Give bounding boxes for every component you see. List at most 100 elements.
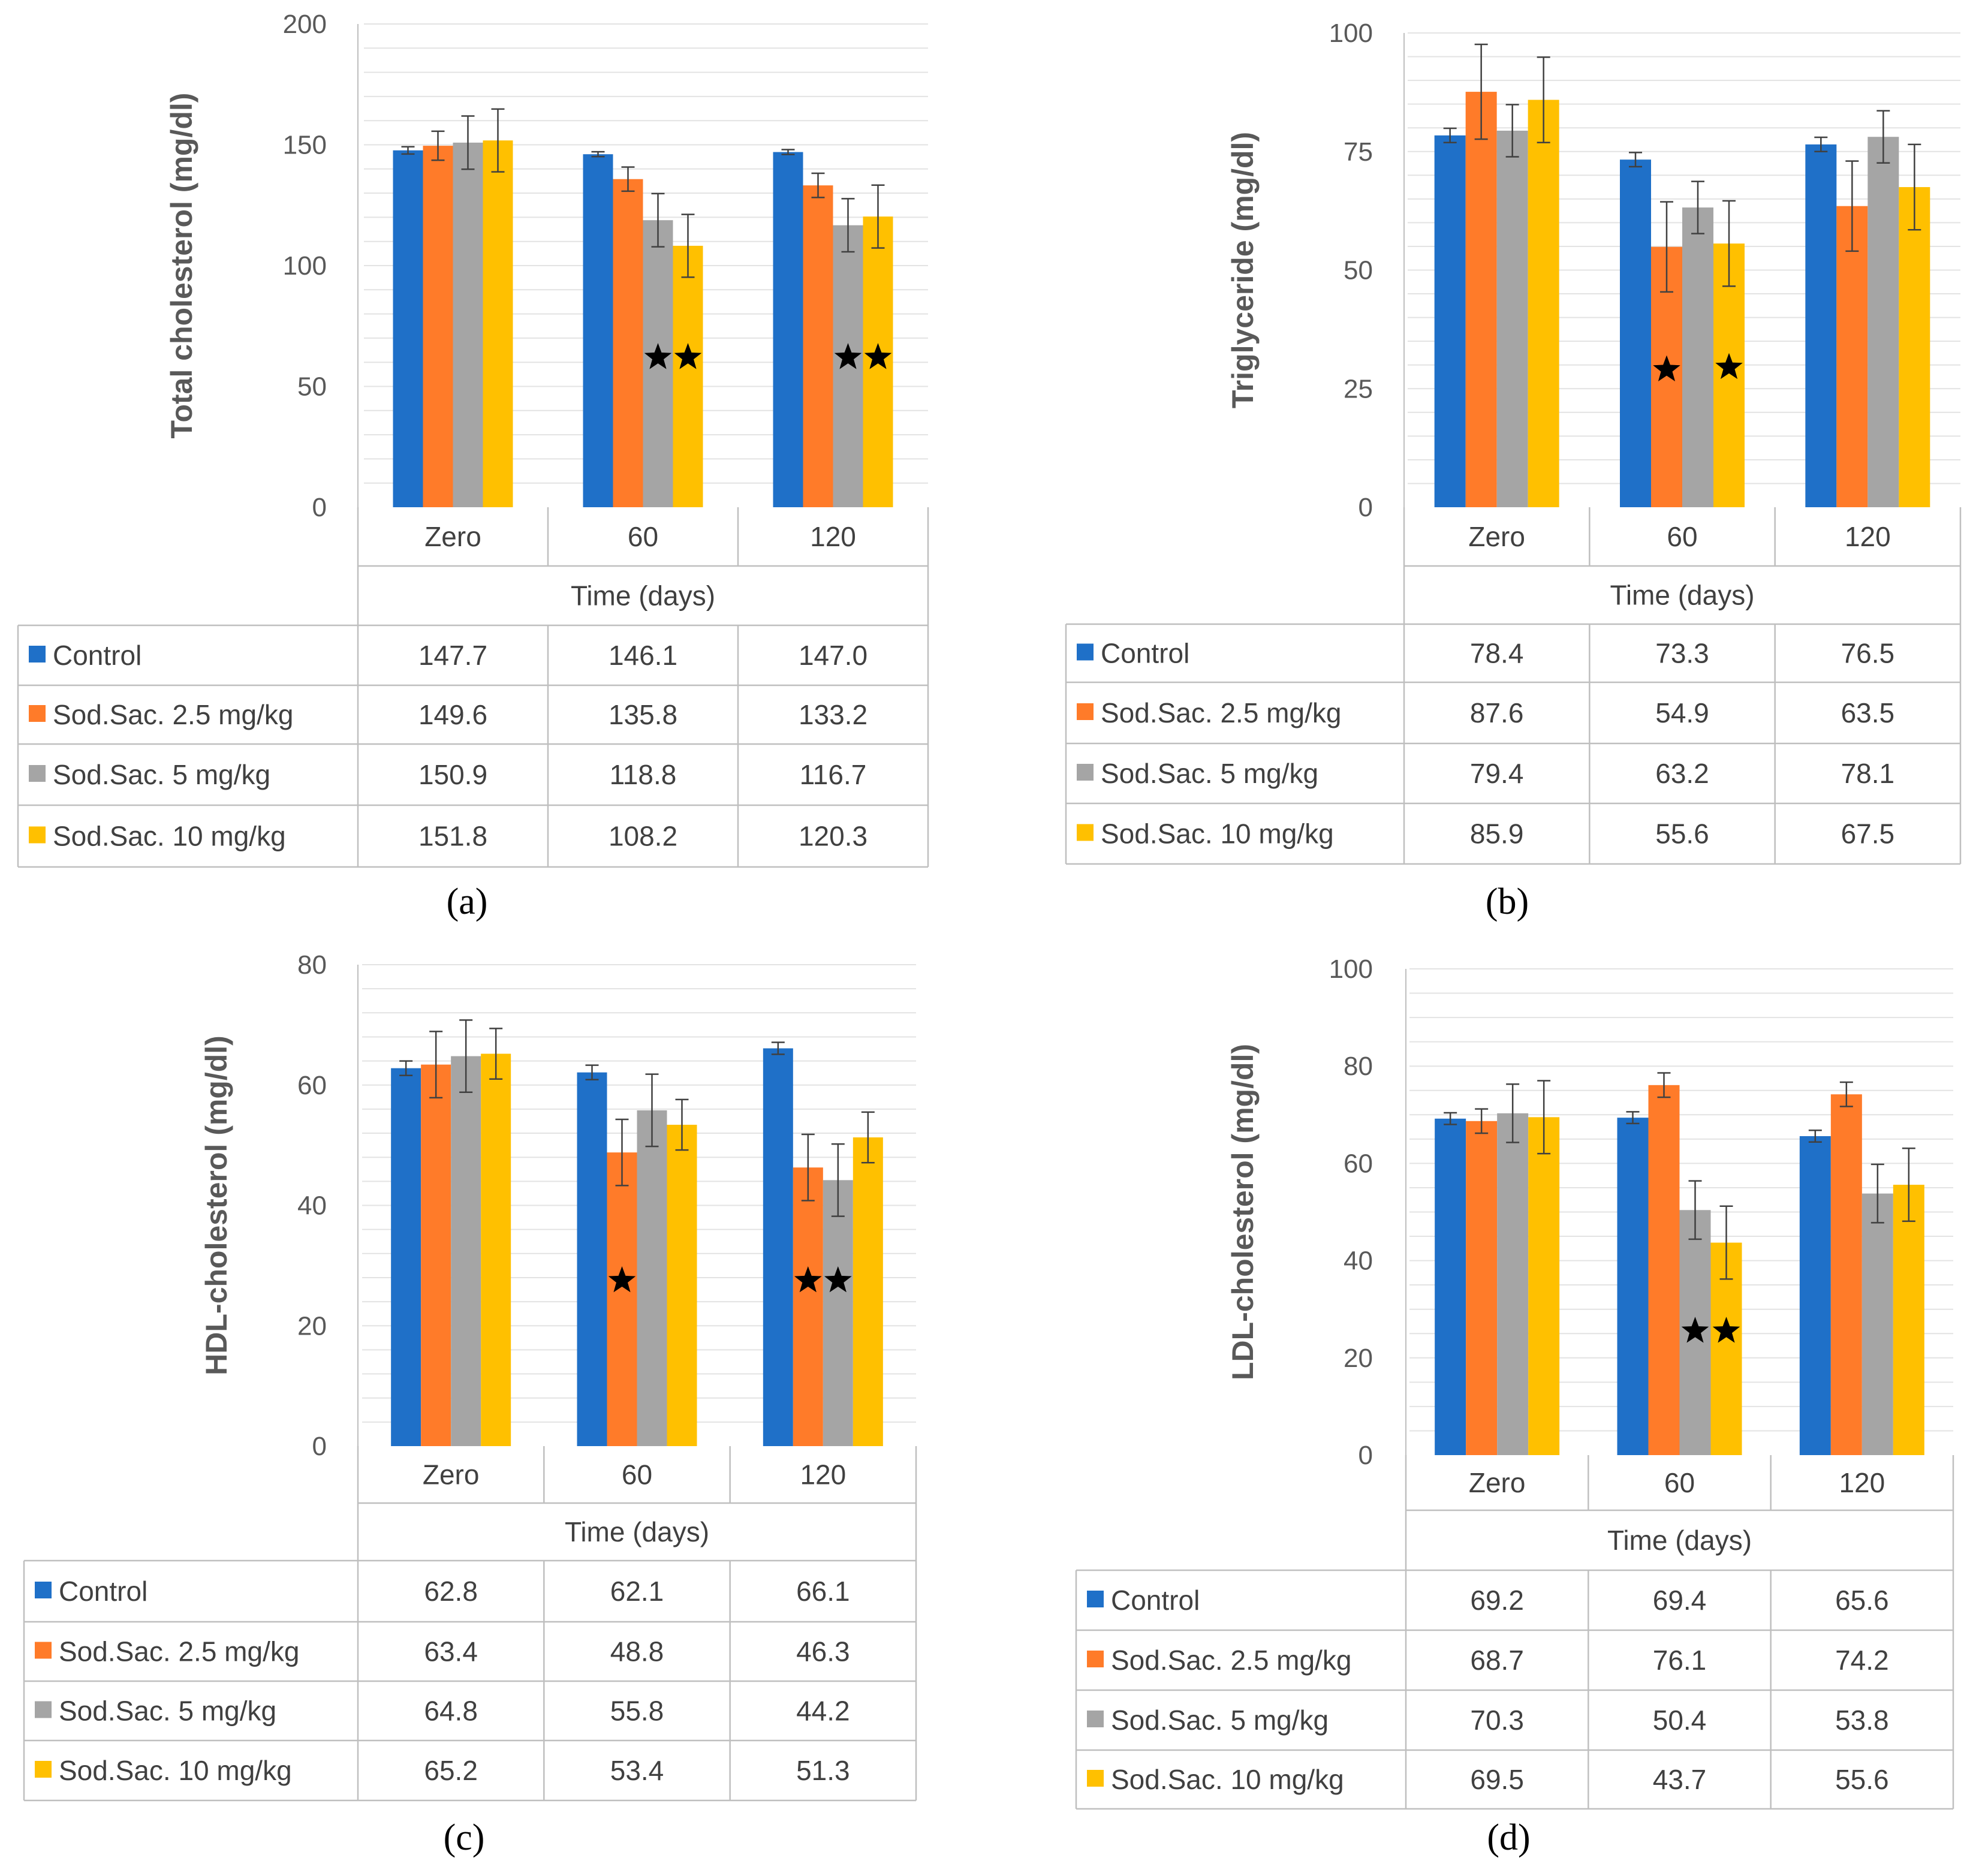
table-value: 87.6 xyxy=(1470,697,1524,728)
table-value: 74.2 xyxy=(1835,1645,1889,1676)
bar xyxy=(1899,187,1930,507)
series-3 xyxy=(1496,104,1899,508)
series-4 xyxy=(1528,56,1930,507)
bar xyxy=(583,154,613,507)
star-icon xyxy=(1681,1317,1709,1343)
series-1 xyxy=(1434,127,1837,507)
y-tick-label: 20 xyxy=(297,1311,327,1341)
legend-label: Control xyxy=(1101,638,1189,669)
bar xyxy=(421,1064,451,1446)
bar xyxy=(763,1048,793,1446)
y-tick-label: 40 xyxy=(297,1191,327,1221)
table-value: 68.7 xyxy=(1470,1645,1524,1676)
legend-label: Sod.Sac. 2.5 mg/kg xyxy=(1111,1645,1351,1676)
legend-swatch xyxy=(29,765,46,782)
y-tick-label: 60 xyxy=(297,1071,327,1100)
series-3 xyxy=(1497,1083,1893,1455)
star-icon xyxy=(834,343,862,369)
table-value: 66.1 xyxy=(796,1576,850,1607)
table-value: 67.5 xyxy=(1841,818,1895,850)
bar xyxy=(1867,137,1899,507)
bar xyxy=(423,146,453,507)
series-1 xyxy=(393,146,803,508)
x-tick-label: Zero xyxy=(1469,1467,1526,1498)
x-tick-label: 60 xyxy=(1667,521,1697,552)
x-axis-title: Time (days) xyxy=(565,1516,709,1547)
x-tick-label: Zero xyxy=(1468,521,1525,552)
y-tick-label: 150 xyxy=(283,131,327,160)
data-table: Zero 60 120 Time (days) Control 69.2 69.4 65.6 S… xyxy=(1075,1455,1954,1810)
legend-swatch xyxy=(29,705,46,722)
bar xyxy=(1861,1193,1893,1455)
table-value: 78.4 xyxy=(1470,638,1524,669)
table-value: 85.9 xyxy=(1470,818,1524,850)
table-value: 135.8 xyxy=(609,699,677,730)
star-icon xyxy=(824,1266,852,1293)
legend-swatch xyxy=(1077,764,1094,781)
table-value: 63.5 xyxy=(1841,697,1895,728)
series-4 xyxy=(483,108,893,508)
panel-label: (d) xyxy=(1487,1817,1530,1858)
data-table: Zero 60 120 Time (days) Control 78.4 73.3 76.5 S… xyxy=(1065,507,1962,865)
table-value: 149.6 xyxy=(418,699,487,730)
bar xyxy=(803,185,833,508)
legend-swatch xyxy=(35,1701,52,1718)
bar xyxy=(1528,1117,1560,1455)
table-value: 70.3 xyxy=(1470,1705,1524,1736)
legend-label: Control xyxy=(53,640,141,671)
x-tick-label: 120 xyxy=(1845,521,1891,552)
legend-label: Sod.Sac. 10 mg/kg xyxy=(53,821,286,852)
y-tick-label: 40 xyxy=(1344,1246,1373,1276)
star-icon xyxy=(608,1266,636,1293)
y-tick-label: 0 xyxy=(312,1432,327,1461)
bar xyxy=(1805,144,1837,507)
star-icon xyxy=(1712,1317,1740,1343)
legend-swatch xyxy=(35,1761,52,1778)
bar xyxy=(1465,92,1497,508)
star-icon xyxy=(644,343,672,369)
chart-panel-3: 0 20 40 60 80 HDL-cholesterol (mg/dl) Zero 60 12… xyxy=(23,950,917,1858)
bar xyxy=(673,245,703,507)
series-2 xyxy=(1465,43,1868,508)
bar xyxy=(643,220,673,507)
bar xyxy=(1497,1113,1529,1455)
panel-label: (a) xyxy=(447,881,488,922)
y-tick-label: 100 xyxy=(1329,19,1373,48)
table-value: 65.2 xyxy=(424,1755,478,1786)
table-value: 147.7 xyxy=(418,640,487,671)
legend-label: Sod.Sac. 5 mg/kg xyxy=(1101,758,1318,789)
bar xyxy=(667,1124,697,1446)
chart-panel-4: 0 20 40 60 80 100 LDL-cholesterol (mg/dl) Zero 6… xyxy=(1075,954,1954,1858)
bar xyxy=(853,1137,883,1446)
chart-panel-1: 0 50 100 150 200 Total cholesterol (mg/dl) Zer… xyxy=(17,10,929,922)
table-value: 69.4 xyxy=(1653,1585,1707,1616)
y-tick-label: 50 xyxy=(297,372,327,402)
legend-swatch xyxy=(1077,824,1094,841)
y-tick-label: 60 xyxy=(1344,1149,1373,1178)
y-tick-label: 200 xyxy=(283,10,327,39)
bar xyxy=(1893,1185,1924,1455)
star-icon xyxy=(674,343,702,369)
legend-label: Sod.Sac. 10 mg/kg xyxy=(1111,1764,1344,1795)
x-axis-title: Time (days) xyxy=(571,580,715,612)
x-tick-label: 60 xyxy=(628,521,658,552)
series-3 xyxy=(451,1019,853,1446)
star-icon xyxy=(864,343,892,369)
bar xyxy=(793,1167,823,1446)
table-value: 55.8 xyxy=(610,1696,664,1727)
y-axis-title: Total cholesterol (mg/dl) xyxy=(165,93,198,439)
x-tick-label: 120 xyxy=(1839,1467,1885,1498)
table-value: 151.8 xyxy=(418,821,487,852)
table-value: 51.3 xyxy=(796,1755,850,1786)
bar xyxy=(577,1072,607,1446)
legend-swatch xyxy=(1087,1770,1104,1787)
bar xyxy=(613,179,643,507)
series-2 xyxy=(421,1031,823,1446)
bar xyxy=(1620,159,1651,507)
legend-swatch xyxy=(1087,1591,1104,1607)
table-value: 79.4 xyxy=(1470,758,1524,789)
table-value: 63.4 xyxy=(424,1636,478,1667)
legend-swatch xyxy=(35,1642,52,1659)
x-axis-title: Time (days) xyxy=(1607,1525,1752,1556)
bar xyxy=(451,1056,481,1446)
